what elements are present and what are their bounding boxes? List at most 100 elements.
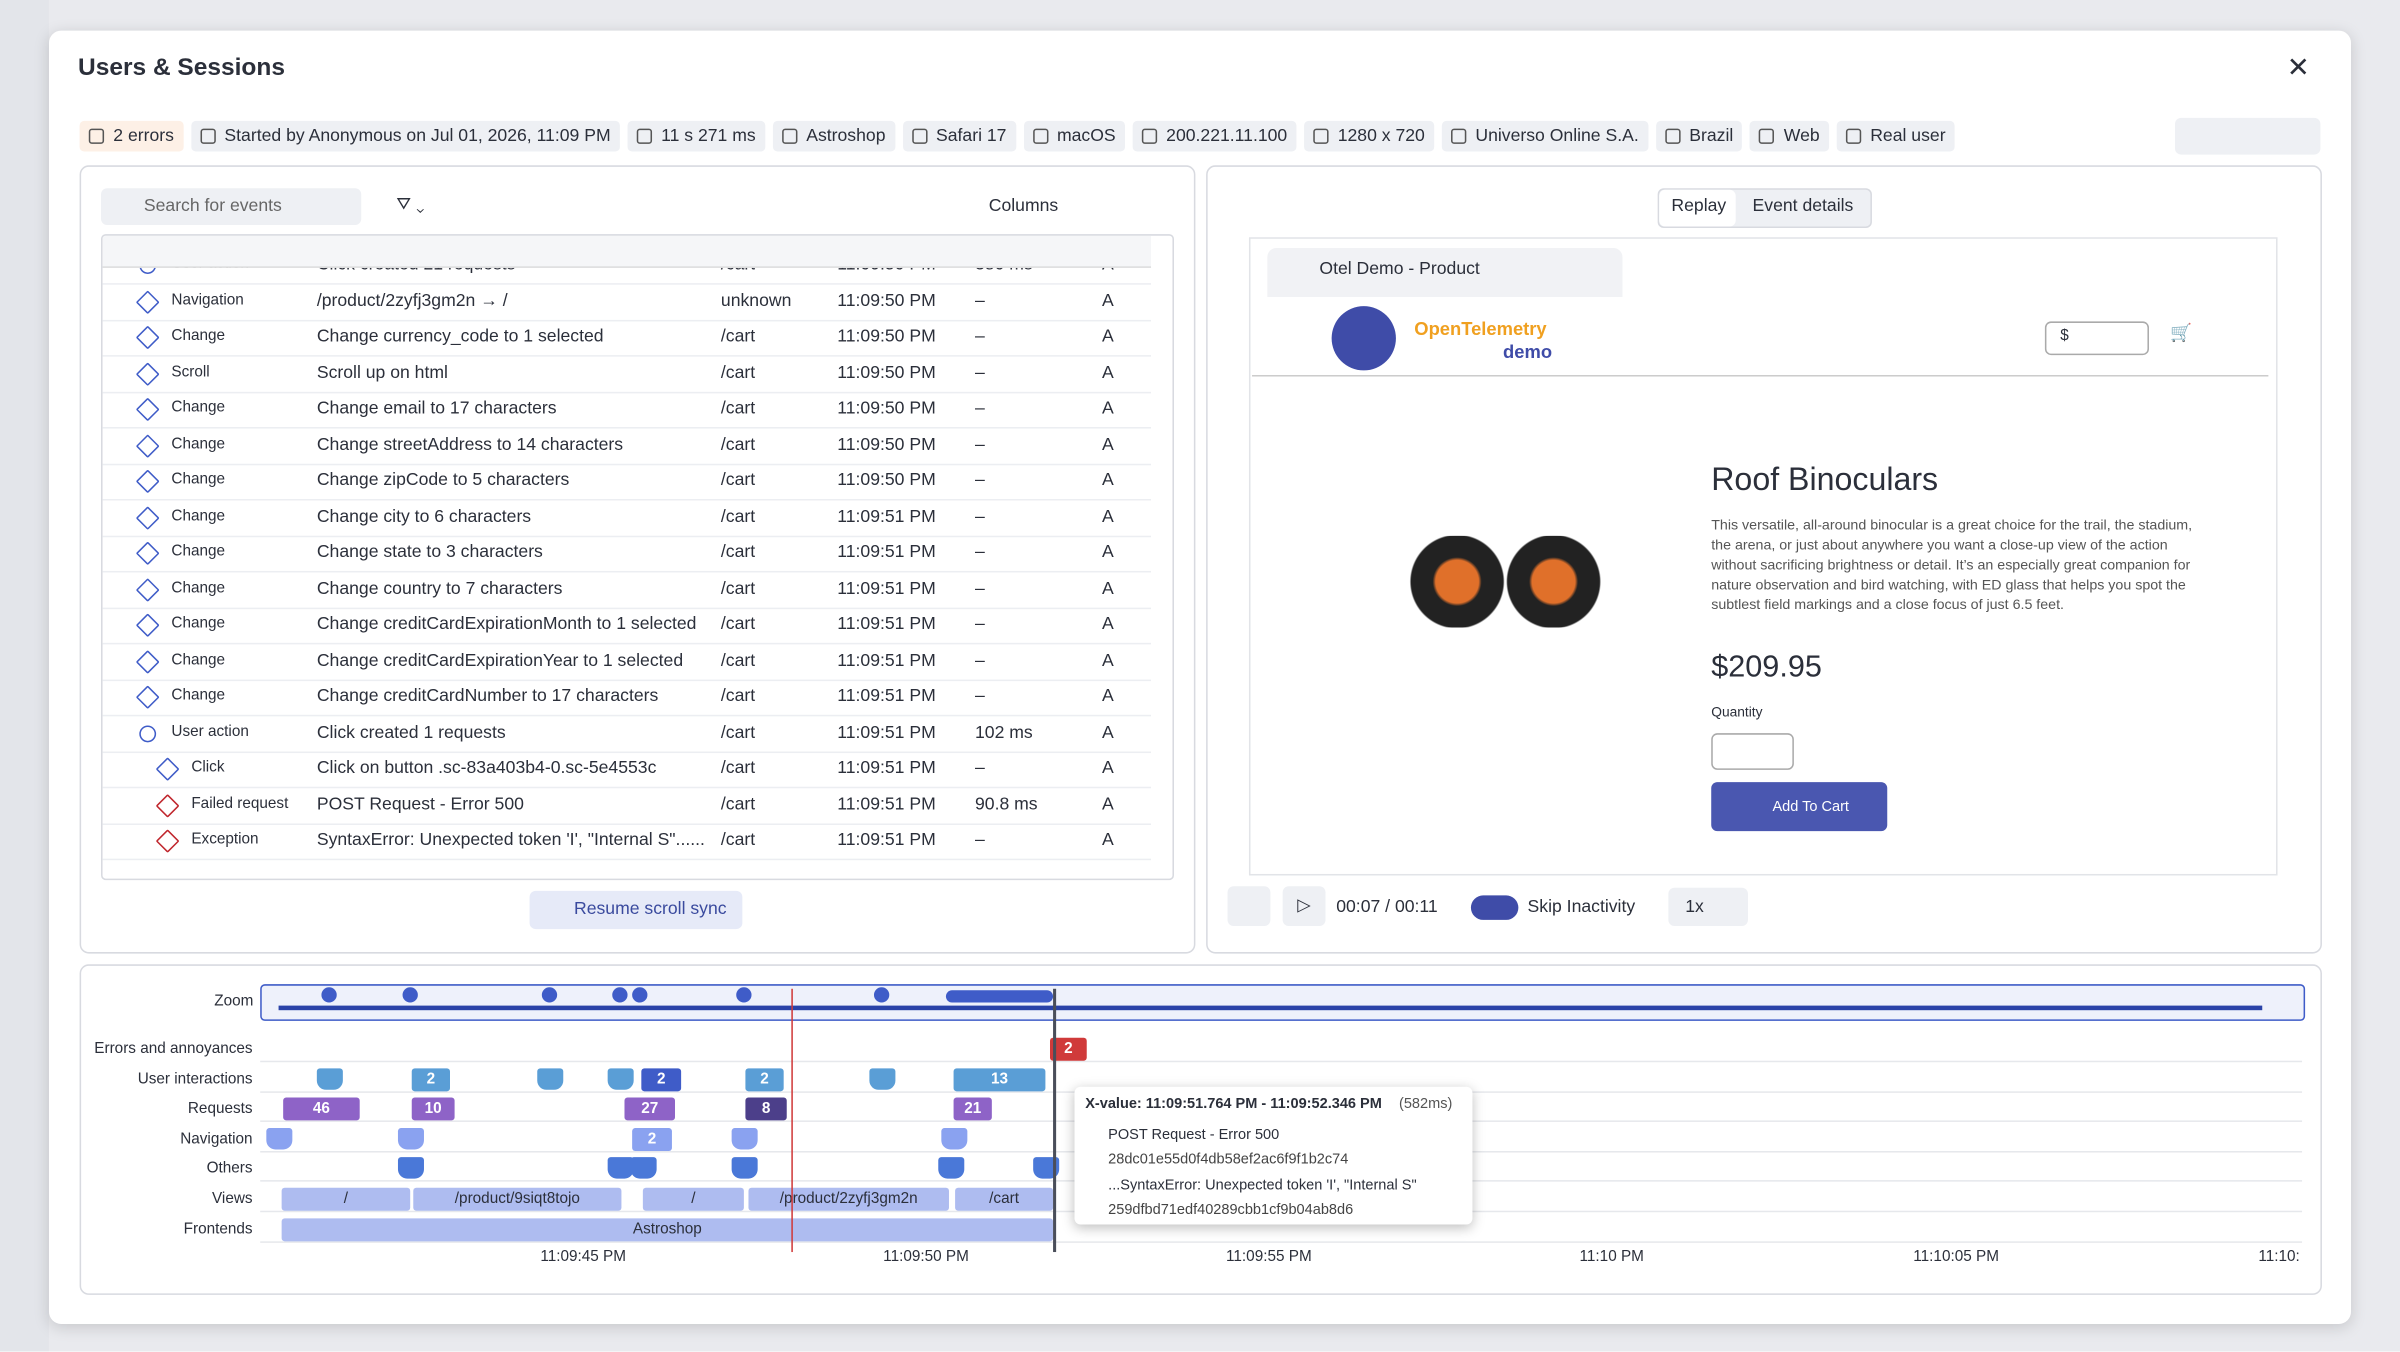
filter-button[interactable]: ⛛ ⌄ [396,195,425,215]
event-row[interactable]: Change Change state to 3 characters/cart 1… [102,536,1152,573]
axis-label: 11:09:45 PM [540,1248,626,1266]
event-cell: Scroll up on html [316,363,448,382]
event-cell: /cart [720,543,756,562]
browser-tab-label: Otel Demo - Product [1319,260,1480,279]
event-cell: unknown [720,291,792,310]
event-cell: 11:09:50 PM [837,435,936,454]
table-header [102,235,1152,268]
tab-active[interactable] [1659,189,1736,227]
product-image [1392,535,1608,628]
columns-button[interactable]: Columns [988,197,1059,216]
event-cell: – [974,327,985,346]
brand: OpenTelemetry [1414,318,1547,340]
event-cell: /cart [720,471,756,490]
event-cell: A [1102,507,1114,526]
event-cell: A [1102,759,1114,778]
event-cell: – [974,759,985,778]
event-cell: POST Request - Error 500 [316,795,524,814]
event-row[interactable]: Change Change creditCardExpirationMonth t… [102,608,1152,645]
event-cell: /cart [720,651,756,670]
speed-select[interactable] [1668,887,1748,927]
event-row[interactable]: Click Click on button .sc-83a403b4-0.sc-5… [102,752,1152,789]
event-row[interactable]: Change Change creditCardExpirationYear to… [102,644,1152,681]
session-chip: Safari 17 [902,120,1016,152]
event-row[interactable]: Change Change country to 7 characters/car… [102,572,1152,609]
event-row[interactable]: Navigation/product/2zyfj3gm2n → / unknown… [102,284,1152,321]
event-cell: Exception [191,831,259,848]
event-row[interactable]: Change Change email to 17 characters/cart… [102,392,1152,429]
event-row[interactable]: Change Change currency_code to 1 selected… [102,320,1152,357]
search-box[interactable] [101,188,362,225]
logo [1331,306,1396,371]
user_interactions-block: 2 [411,1068,450,1092]
currency-select[interactable]: $ [2044,321,2149,356]
session-chip: Real user [1836,120,1955,152]
event-cell: 11:09:51 PM [837,615,936,634]
event-row[interactable]: Scroll Scroll up on html/cart 11:09:50 PM –… [102,356,1152,393]
event-row[interactable]: User action Click created 1 requests/cart… [102,716,1152,753]
tab[interactable]: Replay [1671,197,1727,216]
event-cell: SyntaxError: Unexpected token 'I', "Inte… [316,831,705,850]
event-cell: – [974,543,985,562]
event-row[interactable]: Change Change city to 6 characters/cart 11… [102,500,1152,537]
skip-toggle[interactable] [1470,895,1519,920]
quantity-select[interactable] [1711,733,1794,770]
event-cell: Change [171,471,226,489]
event-row[interactable]: Failed request POST Request - Error 500/c… [102,787,1152,825]
event-cell: A [1102,543,1114,562]
toolbar-buttons[interactable] [2174,117,2321,155]
event-cell: /cart [720,759,756,778]
event-cell: A [1102,291,1114,310]
views-block: / [281,1187,411,1211]
tab[interactable]: Event details [1752,197,1854,216]
event-cell: /cart [720,579,756,598]
add-to-cart[interactable] [1711,782,1888,832]
zoom-track[interactable] [260,984,2306,1021]
replay-controls[interactable] [1227,886,1271,927]
axis-label: 11:09:55 PM [1226,1248,1312,1266]
event-cell: Change state to 3 characters [316,543,543,562]
event-marker [1033,1157,1060,1179]
event-cell: /cart [720,435,756,454]
axis-label: 11:10: [2258,1248,2300,1266]
event-row[interactable]: Change Change streetAddress to 14 charact… [102,428,1152,465]
event-cell: – [974,651,985,670]
session-chip: Universo Online S.A. [1441,120,1648,152]
views-block: /product/2zyfj3gm2n [748,1187,949,1211]
event-cell: Change zipCode to 5 characters [316,471,570,490]
zoom-dot [873,987,890,1003]
event-cell: /cart [720,831,756,850]
user_interactions-block: 2 [745,1068,784,1092]
brand-sub: demo [1503,341,1553,363]
event-cell: Change [171,579,226,597]
event-cell: /cart [720,795,756,814]
event-cell: Change creditCardExpirationYear to 1 sel… [316,651,684,670]
event-marker [607,1068,634,1090]
event-cell: Change creditCardNumber to 17 characters [316,687,659,706]
event-cell: 11:09:51 PM [837,507,936,526]
event-cell: /cart [720,507,756,526]
tooltip-id: 28dc01e55d0f4db58ef2ac6f9f1b2c74 [1108,1151,1349,1168]
event-cell: User action [171,723,249,741]
browser-tab [1267,247,1623,297]
play-button[interactable]: ▷ [1282,886,1326,927]
requests-block: 21 [953,1097,992,1121]
session-chip: 200.221.11.100 [1132,120,1297,152]
event-row[interactable]: Change Change creditCardNumber to 17 char… [102,680,1152,717]
close-button[interactable]: ✕ [2286,52,2310,83]
event-marker [630,1157,657,1179]
modal-title: Users & Sessions [78,55,285,82]
event-cell: /cart [720,723,756,742]
resume-button[interactable] [529,890,743,930]
event-cell: 11:09:51 PM [837,651,936,670]
event-cell: Change [171,507,226,525]
event-cell: Change currency_code to 1 selected [316,327,604,346]
event-marker [941,1128,968,1150]
event-cell: 11:09:51 PM [837,543,936,562]
cart-icon[interactable]: 🛒 [2170,324,2193,343]
event-marker [266,1128,293,1150]
event-cell: /cart [720,615,756,634]
event-row[interactable]: Change Change zipCode to 5 characters/car… [102,464,1152,501]
event-row[interactable]: Exception SyntaxError: Unexpected token '… [102,823,1152,861]
user_interactions-block: 2 [641,1068,682,1092]
